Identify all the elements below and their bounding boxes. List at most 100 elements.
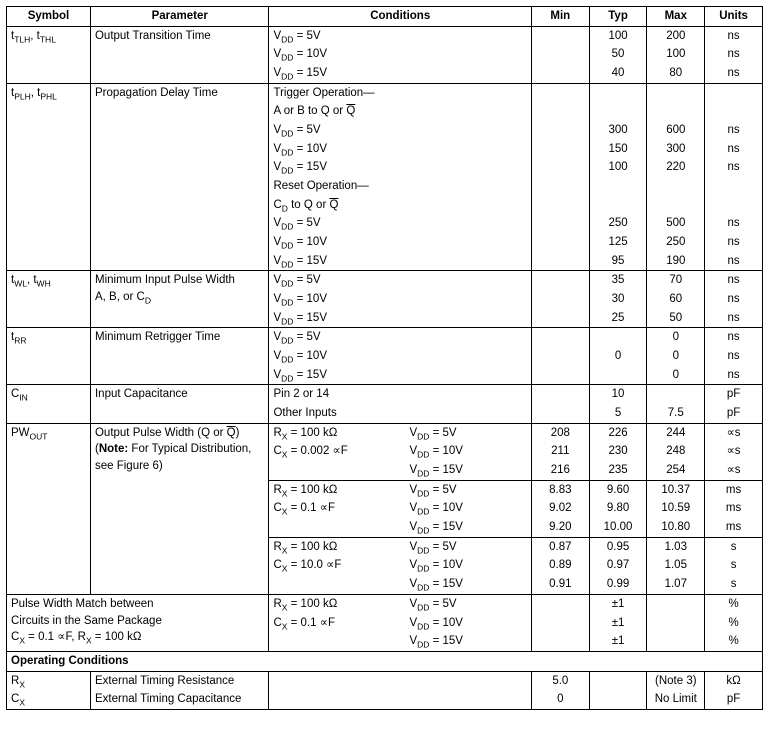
cond-o5c: VDD = 5V [405, 537, 531, 556]
cond-cx3: CX = 10.0 ∝F [269, 556, 405, 575]
max-r8: 250 [647, 233, 705, 252]
typ-r5: 150 [589, 140, 647, 159]
sym-cin: CIN [7, 385, 91, 423]
typ-r27: ±1 [589, 594, 647, 613]
min-r20: 216 [531, 461, 589, 480]
typ-r29: ±1 [589, 632, 647, 651]
u-r6: ns [705, 158, 763, 177]
cond-cx1: CX = 0.002 ∝F [269, 442, 405, 461]
max-r6: 220 [647, 158, 705, 177]
cond-cx4: CX = 0.1 ∝F [269, 614, 405, 633]
par-opw: Output Pulse Width (Q or Q)(Note: For Ty… [90, 423, 268, 594]
cond-other: Other Inputs [269, 404, 531, 423]
sym-cx: CX [7, 690, 91, 709]
section-operating: Operating Conditions [7, 651, 763, 671]
u-r21: ms [705, 480, 763, 499]
min-r26: 0.91 [531, 575, 589, 594]
par-mrt: Minimum Retrigger Time [90, 328, 268, 385]
max-r26: 1.07 [647, 575, 705, 594]
cond-r5: VDD = 5V [269, 214, 531, 233]
u-r17: pF [705, 404, 763, 423]
min-r1 [531, 26, 589, 45]
cond-cdtoq: CD to Q or Q [269, 196, 531, 215]
sym-trr: tRR [7, 328, 91, 385]
u-r18: ∝s [705, 423, 763, 442]
max-r2: 100 [647, 45, 705, 64]
typ-r21: 9.60 [589, 480, 647, 499]
cond-p5: VDD = 5V [269, 121, 531, 140]
hdr-typ: Typ [589, 7, 647, 27]
hdr-symbol: Symbol [7, 7, 91, 27]
u-r2: ns [705, 45, 763, 64]
max-r10: 70 [647, 271, 705, 290]
cond-r15: VDD = 15V [269, 252, 531, 271]
u-r29: % [705, 632, 763, 651]
u-r20: ∝s [705, 461, 763, 480]
hdr-min: Min [531, 7, 589, 27]
cond-o15a: VDD = 15V [405, 461, 531, 480]
cond-rx1: RX = 100 kΩ [269, 423, 405, 442]
cond-reset: Reset Operation— [269, 177, 531, 196]
cond-vdd15: VDD = 15V [269, 64, 531, 83]
sym-rx: RX [7, 671, 91, 690]
typ-r9: 95 [589, 252, 647, 271]
min-r18: 208 [531, 423, 589, 442]
u-r28: % [705, 614, 763, 633]
u-r13: ns [705, 328, 763, 347]
u-r19: ∝s [705, 442, 763, 461]
u-r4: ns [705, 121, 763, 140]
cond-r10: VDD = 10V [269, 233, 531, 252]
par-etr: External Timing Resistance [90, 671, 268, 690]
cond-o5b: VDD = 5V [405, 480, 531, 499]
cond-rr5: VDD = 5V [269, 328, 531, 347]
hdr-conditions: Conditions [269, 7, 531, 27]
hdr-parameter: Parameter [90, 7, 268, 27]
max-r20: 254 [647, 461, 705, 480]
par-ott: Output Transition Time [90, 26, 268, 83]
max-r18: 244 [647, 423, 705, 442]
u-r11: ns [705, 290, 763, 309]
min-r2 [531, 45, 589, 64]
typ-r19: 230 [589, 442, 647, 461]
max-r15: 0 [647, 366, 705, 385]
u-r9: ns [705, 252, 763, 271]
max-r4: 600 [647, 121, 705, 140]
par-etc: External Timing Capacitance [90, 690, 268, 709]
max-r9: 190 [647, 252, 705, 271]
cond-trig: Trigger Operation— [269, 83, 531, 102]
par-mipw: Minimum Input Pulse WidthA, B, or CD [90, 271, 268, 328]
cond-m15: VDD = 15V [405, 632, 531, 651]
typ-r23: 10.00 [589, 518, 647, 537]
cond-w10: VDD = 10V [269, 290, 531, 309]
typ-r22: 9.80 [589, 499, 647, 518]
sym-pwout: PWOUT [7, 423, 91, 594]
u-r15: ns [705, 366, 763, 385]
u-r3: ns [705, 64, 763, 83]
max-r14: 0 [647, 347, 705, 366]
cond-m5: VDD = 5V [405, 594, 531, 613]
typ-r3: 40 [589, 64, 647, 83]
cond-cx2: CX = 0.1 ∝F [269, 499, 405, 518]
min-r19: 211 [531, 442, 589, 461]
max-r22: 10.59 [647, 499, 705, 518]
sym-tplh: tPLH, tPHL [7, 83, 91, 271]
typ-r7: 250 [589, 214, 647, 233]
u-r16: pF [705, 385, 763, 404]
u-r14: ns [705, 347, 763, 366]
typ-r10: 35 [589, 271, 647, 290]
par-ic: Input Capacitance [90, 385, 268, 423]
cond-pin2: Pin 2 or 14 [269, 385, 531, 404]
cond-rx2: RX = 100 kΩ [269, 480, 405, 499]
typ-r1: 100 [589, 26, 647, 45]
cond-rx3: RX = 100 kΩ [269, 537, 405, 556]
max-r3: 80 [647, 64, 705, 83]
max-r12: 50 [647, 309, 705, 328]
max-r31: No Limit [647, 690, 705, 709]
u-r24: s [705, 537, 763, 556]
cond-w15: VDD = 15V [269, 309, 531, 328]
cond-o15b: VDD = 15V [405, 518, 531, 537]
typ-r6: 100 [589, 158, 647, 177]
cond-m10: VDD = 10V [405, 614, 531, 633]
cond-rr10: VDD = 10V [269, 347, 531, 366]
typ-r14: 0 [589, 347, 647, 366]
